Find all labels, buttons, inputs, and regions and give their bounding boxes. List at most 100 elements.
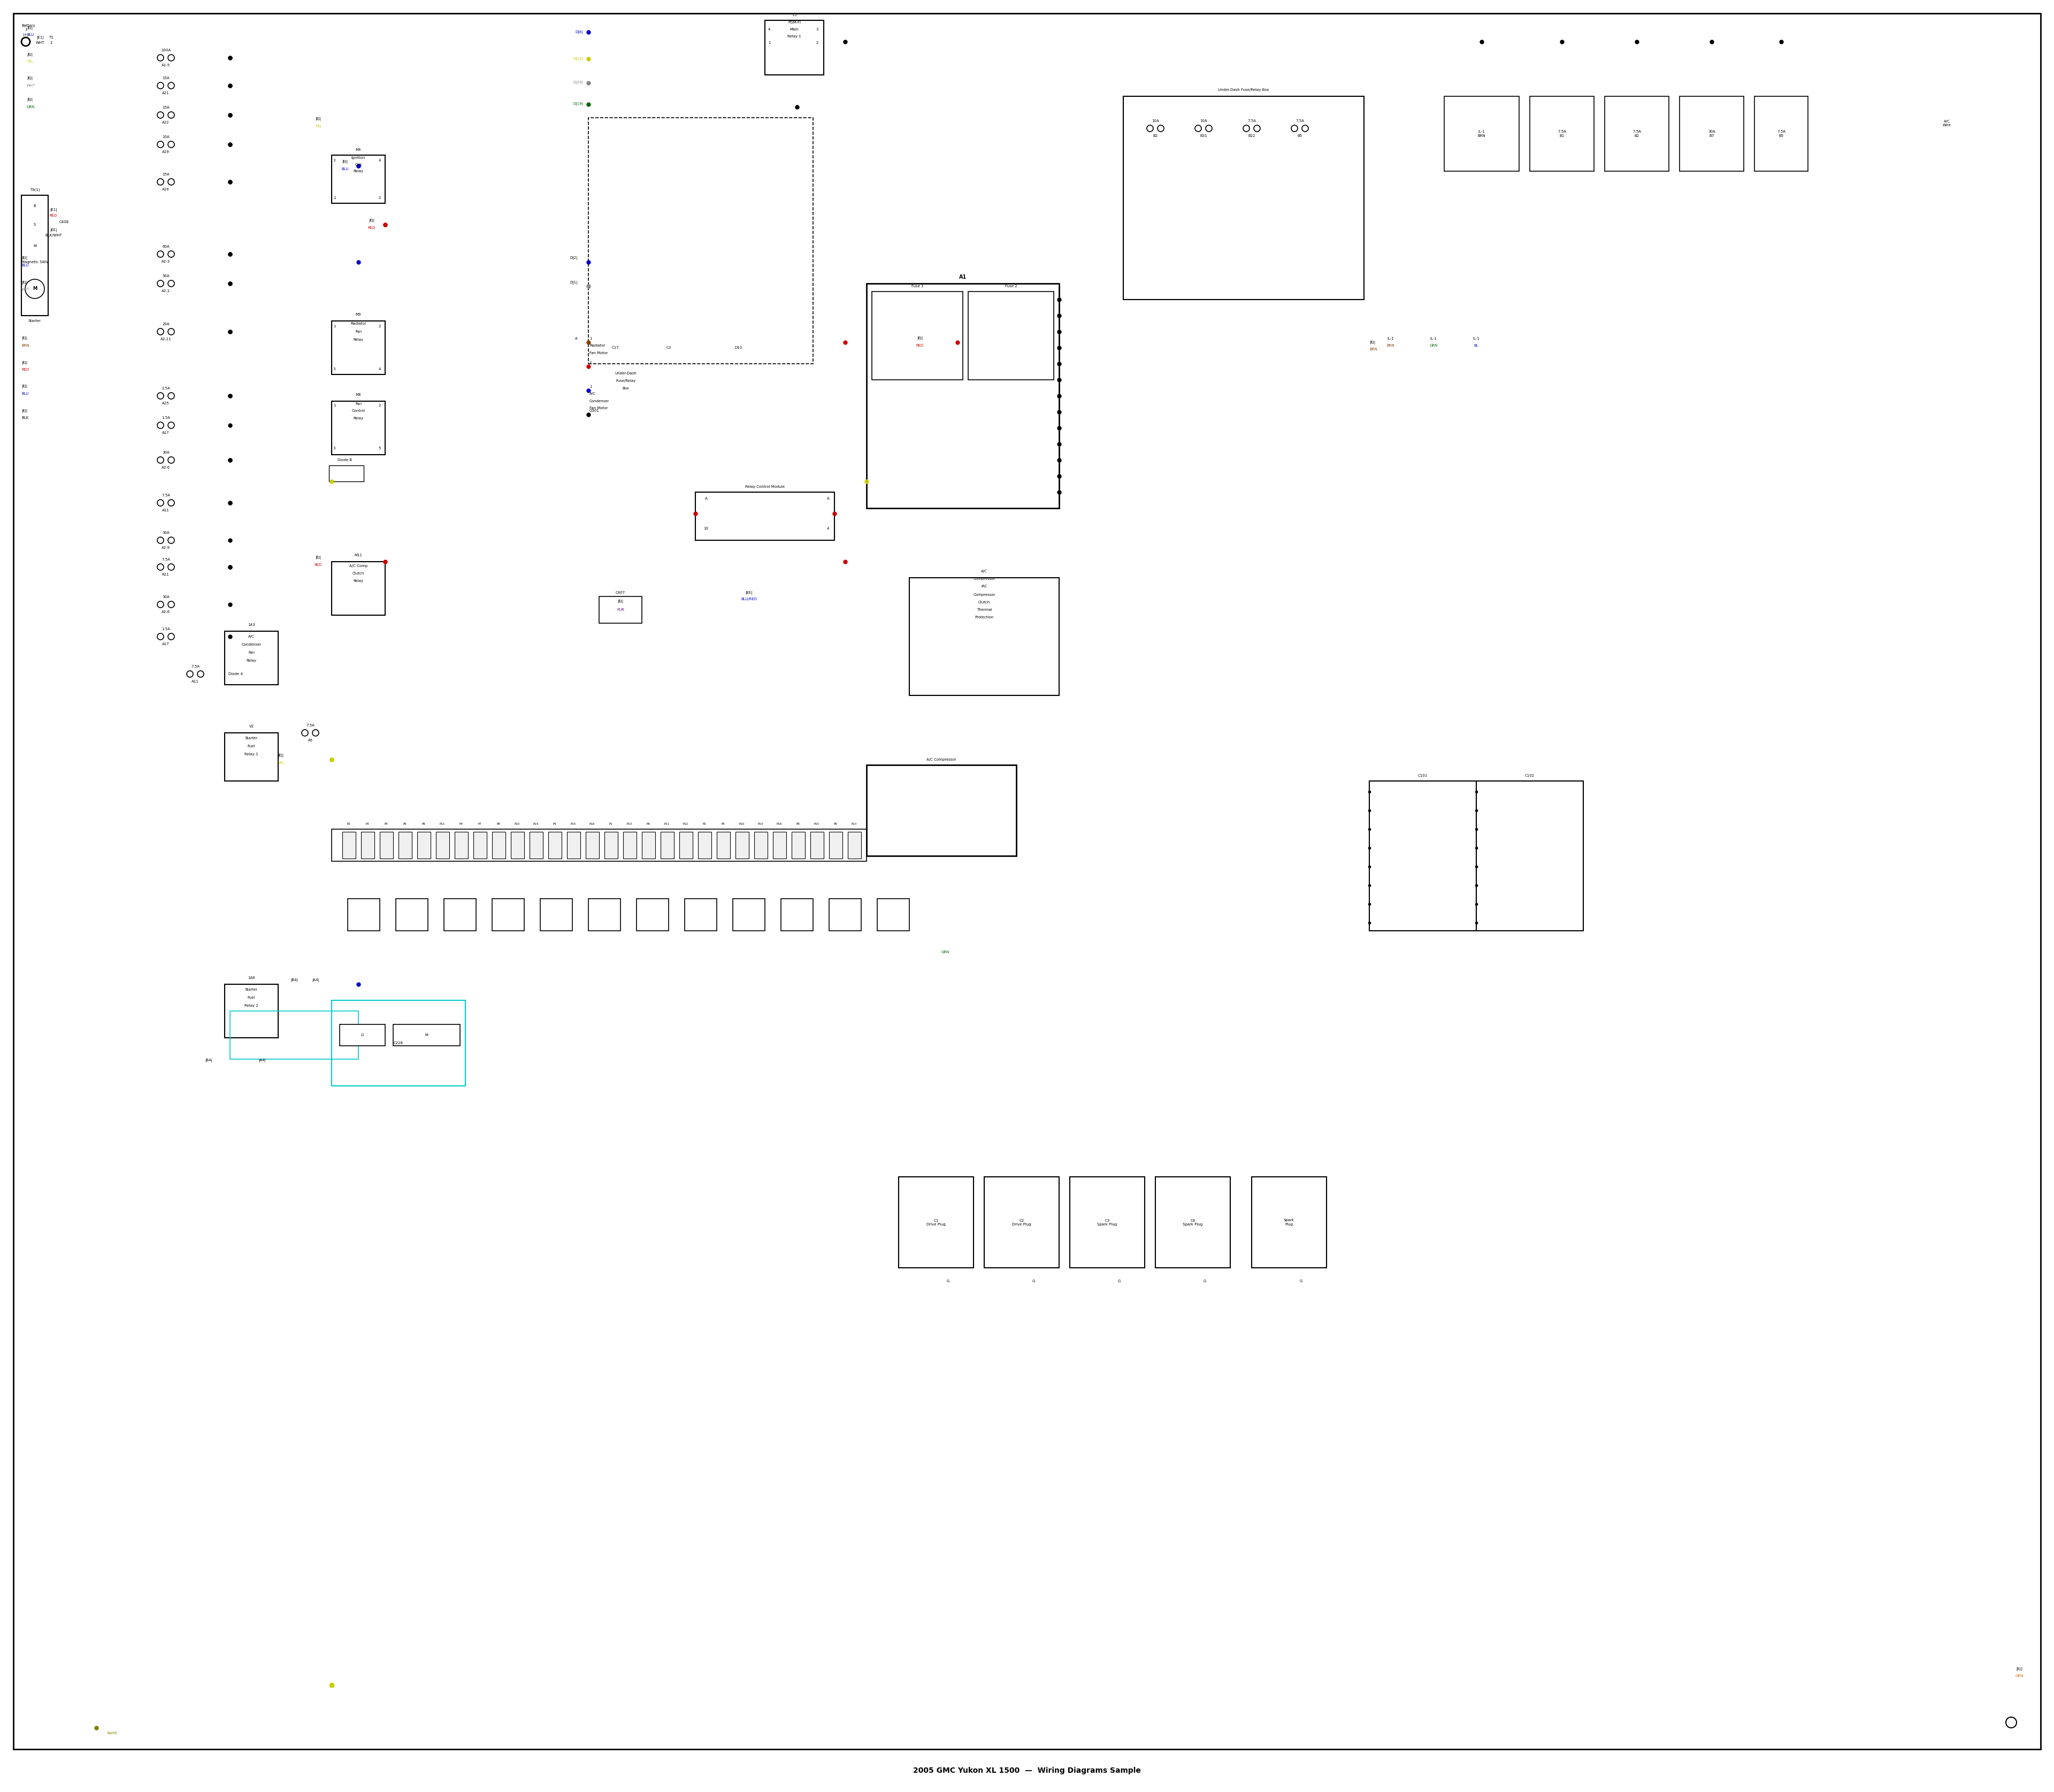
- Text: 30A: 30A: [162, 530, 170, 534]
- Text: A/C Comp: A/C Comp: [349, 564, 368, 568]
- Bar: [1477, 781, 1584, 930]
- Text: 7.5A: 7.5A: [306, 724, 314, 728]
- Text: BRN: BRN: [1370, 348, 1378, 351]
- Text: C3: C3: [665, 346, 672, 349]
- Text: 7.5A
B2: 7.5A B2: [1633, 131, 1641, 138]
- Circle shape: [158, 179, 164, 185]
- Text: ORN: ORN: [2015, 1674, 2023, 1677]
- Bar: [343, 831, 355, 858]
- Text: P6: P6: [403, 823, 407, 824]
- Text: 5: 5: [378, 446, 380, 450]
- Text: A2-9: A2-9: [162, 547, 170, 550]
- Bar: [900, 1177, 974, 1267]
- Text: |EJ|: |EJ|: [1370, 340, 1376, 344]
- Text: YEL: YEL: [27, 59, 33, 63]
- Text: |E1|: |E1|: [49, 208, 58, 211]
- Text: |EJ|: |EJ|: [27, 99, 33, 102]
- Text: A22: A22: [162, 120, 168, 124]
- Text: A/C: A/C: [249, 634, 255, 638]
- Text: Relay: Relay: [353, 339, 364, 340]
- Bar: [1124, 97, 1364, 299]
- Text: |EJ|: |EJ|: [21, 409, 27, 412]
- Text: IL-1: IL-1: [1386, 337, 1395, 340]
- Text: YEL: YEL: [314, 125, 322, 127]
- Circle shape: [168, 564, 175, 570]
- Text: 4: 4: [378, 159, 380, 161]
- Text: |EJ|: |EJ|: [314, 556, 320, 559]
- Text: Fan: Fan: [249, 650, 255, 654]
- Circle shape: [1158, 125, 1165, 131]
- Text: A5: A5: [308, 738, 312, 742]
- Bar: [585, 831, 600, 858]
- Text: Battery: Battery: [21, 23, 35, 27]
- Circle shape: [197, 670, 203, 677]
- Text: M4: M4: [355, 149, 362, 151]
- Text: A/C: A/C: [982, 570, 988, 573]
- Bar: [548, 831, 561, 858]
- Text: L5: L5: [793, 13, 797, 16]
- Circle shape: [158, 457, 164, 464]
- Circle shape: [1206, 125, 1212, 131]
- Text: G: G: [1204, 1279, 1206, 1283]
- Bar: [984, 1177, 1060, 1267]
- Text: 10: 10: [705, 527, 709, 530]
- Text: 7.5A: 7.5A: [1247, 120, 1255, 122]
- Text: Radiator: Radiator: [589, 344, 606, 348]
- Text: 1: 1: [589, 337, 592, 340]
- Text: M11: M11: [355, 554, 362, 557]
- Bar: [967, 292, 1054, 380]
- Text: 3: 3: [333, 159, 335, 161]
- Text: Clutch: Clutch: [353, 572, 364, 575]
- Text: Relay 2: Relay 2: [244, 1004, 259, 1007]
- Text: C3
Spark Plug: C3 Spark Plug: [1097, 1219, 1117, 1226]
- Text: (+): (+): [23, 32, 29, 36]
- Text: 7.5A: 7.5A: [162, 557, 170, 561]
- Text: Under-Dash Fuse/Relay Box: Under-Dash Fuse/Relay Box: [1218, 88, 1269, 91]
- Text: 2: 2: [378, 403, 380, 407]
- Text: P9: P9: [421, 823, 425, 824]
- Text: |EJ|: |EJ|: [21, 281, 27, 285]
- Text: C408: C408: [60, 220, 70, 224]
- Text: P2: P2: [702, 823, 707, 824]
- Text: 3: 3: [333, 367, 335, 371]
- Text: T1: T1: [49, 36, 53, 39]
- Text: 100A: 100A: [160, 48, 170, 52]
- Text: [EJ]: [EJ]: [2017, 1667, 2023, 1670]
- Text: IAC: IAC: [982, 584, 988, 588]
- Text: P15: P15: [571, 823, 577, 824]
- Circle shape: [25, 280, 45, 299]
- Text: Fuse 1: Fuse 1: [912, 285, 924, 289]
- Bar: [380, 831, 392, 858]
- Text: Relay: Relay: [353, 418, 364, 419]
- Text: Thermal: Thermal: [976, 607, 992, 611]
- Bar: [224, 984, 277, 1038]
- Text: Fan: Fan: [355, 330, 362, 333]
- Bar: [622, 831, 637, 858]
- Text: Relay: Relay: [353, 579, 364, 582]
- Bar: [587, 898, 620, 930]
- Bar: [698, 831, 711, 858]
- Bar: [871, 292, 963, 380]
- Text: RED: RED: [21, 367, 29, 371]
- Text: |B4|: |B4|: [205, 1059, 212, 1063]
- Text: Diode B: Diode B: [337, 459, 353, 462]
- Text: Under-Dash: Under-Dash: [614, 371, 637, 375]
- Circle shape: [158, 54, 164, 61]
- Text: |EJ|: |EJ|: [277, 754, 283, 758]
- Bar: [1370, 781, 1477, 930]
- Text: 10A: 10A: [1200, 120, 1208, 122]
- Bar: [735, 831, 750, 858]
- Text: 2: 2: [589, 360, 592, 364]
- Text: P4: P4: [460, 823, 462, 824]
- Text: A29: A29: [162, 151, 170, 154]
- Bar: [444, 898, 477, 930]
- Bar: [362, 831, 374, 858]
- Text: |EJ|: |EJ|: [27, 25, 33, 30]
- Bar: [772, 831, 787, 858]
- Text: A21: A21: [162, 91, 170, 95]
- Text: Condenser: Condenser: [589, 400, 610, 403]
- Circle shape: [158, 633, 164, 640]
- Circle shape: [168, 392, 175, 400]
- Circle shape: [158, 328, 164, 335]
- Text: C101: C101: [1417, 774, 1428, 778]
